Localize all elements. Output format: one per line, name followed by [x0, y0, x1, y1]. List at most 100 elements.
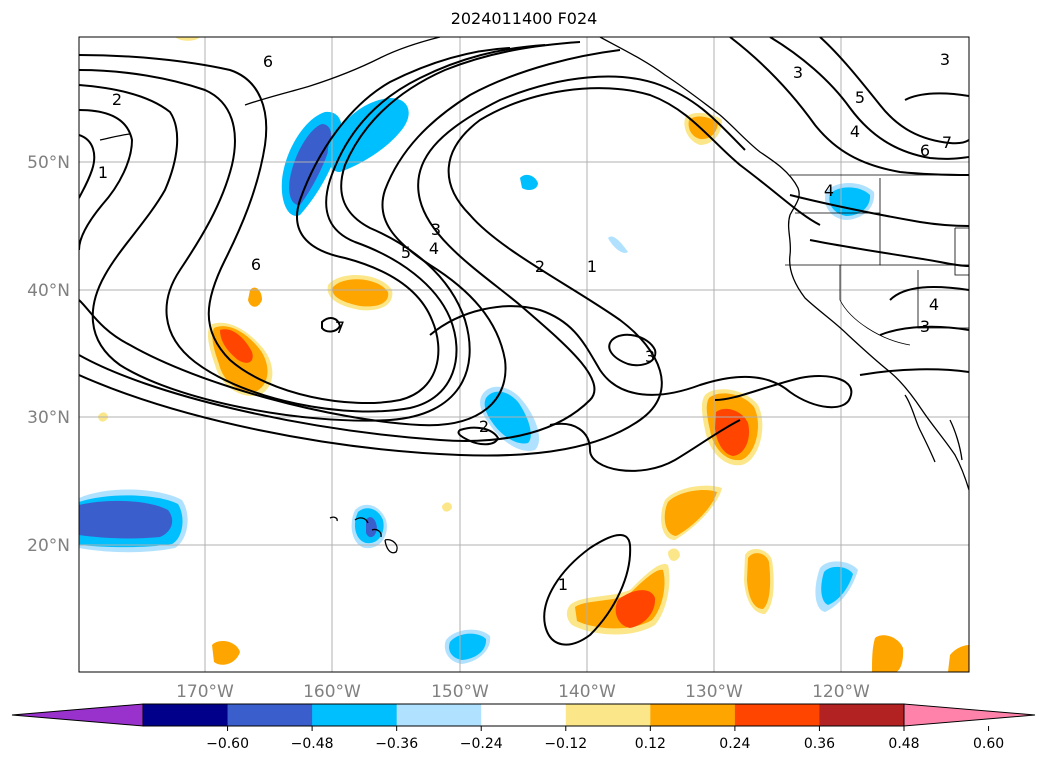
- pos-anomaly-mid: [327, 274, 393, 311]
- contour-label: 5: [401, 243, 411, 262]
- hawaii-islands: [354, 517, 398, 554]
- contour-3-ne: [729, 37, 969, 176]
- contour-label: 4: [824, 181, 834, 200]
- contour-2-small: [457, 426, 500, 446]
- baja-coast: [904, 394, 936, 463]
- colorbar-segment: [819, 704, 905, 726]
- contour-3-east: [879, 325, 969, 336]
- state-borders: [785, 174, 969, 346]
- coastlines: [99, 37, 969, 554]
- contour-label: 3: [940, 50, 950, 69]
- neg-anomaly-se: [815, 561, 858, 612]
- contour-label: 3: [793, 63, 803, 82]
- contour-7-low: [321, 317, 342, 333]
- contour-6-ridge: [79, 47, 511, 405]
- contour-2-nw: [79, 109, 134, 251]
- pos-anomaly-dot-b: [442, 502, 452, 512]
- lon-label-120w: 120°W: [812, 682, 870, 702]
- pos-anomaly-east-a: [701, 389, 763, 466]
- contour-label: 5: [855, 88, 865, 107]
- contour-label: 6: [251, 255, 261, 274]
- lat-label-40n: 40°N: [27, 281, 70, 301]
- colorbar-tick-label: 0.48: [888, 736, 919, 752]
- gridlines: [79, 37, 969, 672]
- aleutian-chain: [244, 37, 441, 106]
- gulf-coast: [949, 419, 963, 461]
- lat-labels: 50°N 40°N 30°N 20°N: [27, 153, 70, 556]
- contour-3-trough: [429, 305, 853, 409]
- contour-4-coast-b: [809, 239, 969, 267]
- lon-label-150w: 150°W: [431, 682, 489, 702]
- contour-1-nw: [79, 134, 96, 199]
- aleutian-west: [99, 133, 131, 141]
- neg-anomaly-small-b: [608, 236, 628, 253]
- lat-label-20n: 20°N: [27, 536, 70, 556]
- lat-label-50n: 50°N: [27, 153, 70, 173]
- contour-3-ridge: [79, 49, 621, 427]
- lon-labels: 170°W 160°W 150°W 140°W 130°W 120°W: [176, 682, 870, 702]
- hawaii-nw: [329, 516, 338, 522]
- colorbar-tick-label: −0.12: [544, 736, 587, 752]
- contour-2-south: [549, 419, 741, 472]
- contour-4-ne: [769, 37, 969, 160]
- contour-label: 2: [535, 257, 545, 276]
- contour-4-coast-a: [789, 194, 969, 227]
- colorbar-tick-label: 0.12: [635, 736, 666, 752]
- lon-label-160w: 160°W: [303, 682, 361, 702]
- contour-4-east: [889, 286, 969, 301]
- pos-anomaly-se: [872, 635, 904, 672]
- colorbar-extend-low: [11, 703, 144, 727]
- pos-anomaly-south-a: [661, 485, 722, 540]
- neg-anomaly-west: [79, 489, 188, 553]
- contour-label: 4: [429, 239, 439, 258]
- neg-anomaly-hawaii: [351, 504, 387, 549]
- contour-label: 1: [98, 163, 108, 182]
- pos-anomaly-south-b: [566, 564, 670, 635]
- lon-label-170w: 170°W: [176, 682, 234, 702]
- pos-anomaly-small-a: [248, 287, 262, 307]
- contour-2-east: [859, 368, 969, 376]
- pos-anomaly-small-c: [212, 640, 240, 665]
- neg-anomaly-nw: [281, 98, 409, 216]
- contour-label: 3: [920, 317, 930, 336]
- colorbar-tick-label: −0.60: [206, 736, 249, 752]
- chart-title: 2024011400 F024: [451, 9, 598, 28]
- neg-anomaly-south: [444, 629, 491, 664]
- contour-2-ridge: [79, 75, 746, 442]
- pos-anomaly-small-b: [668, 548, 680, 561]
- colorbar-segment: [565, 704, 651, 726]
- north-america-coast: [599, 37, 969, 491]
- pos-anomaly-corner: [948, 645, 969, 672]
- colorbar-segment: [734, 704, 820, 726]
- contour-1-south: [543, 534, 632, 646]
- contour-7-ne: [904, 92, 969, 101]
- contours: [79, 37, 969, 646]
- contour-label: 6: [920, 141, 930, 160]
- contour-3-small: [608, 333, 657, 367]
- colorbar-segment: [227, 704, 313, 726]
- colorbar-tick-label: −0.24: [460, 736, 503, 752]
- contour-4-ridge: [79, 41, 581, 422]
- colorbar-frame: [142, 703, 905, 727]
- colorbar-segment: [396, 704, 482, 726]
- contour-5-ridge: [79, 44, 546, 413]
- neg-anomaly-small-a: [520, 174, 538, 191]
- map-area: [79, 37, 969, 672]
- pos-anomaly-top: [175, 37, 200, 41]
- pos-anomaly-south-c: [744, 548, 774, 614]
- colorbar-tick-label: 0.36: [804, 736, 835, 752]
- contour-label: 3: [645, 347, 655, 366]
- contour-label: 2: [112, 90, 122, 109]
- colorbar-extend-high: [903, 703, 1036, 727]
- colorbar-tick-label: −0.36: [375, 736, 418, 752]
- contour-label: 3: [431, 220, 441, 239]
- contour-label: 4: [850, 122, 860, 141]
- contour-label: 7: [335, 318, 345, 337]
- lon-label-140w: 140°W: [558, 682, 616, 702]
- colorbar-tick-label: 0.60: [973, 736, 1004, 752]
- colorbar: −0.60 −0.48 −0.36 −0.24 −0.12 0.12 0.24 0.36 0.4…: [11, 703, 1036, 752]
- contour-label-layer: 6 2 1 6 7 5 4 3 2 1 3 2 1 3 5 4 6 3 7 4 …: [98, 50, 952, 594]
- contour-label: 2: [479, 417, 489, 436]
- map-frame: [78, 36, 970, 673]
